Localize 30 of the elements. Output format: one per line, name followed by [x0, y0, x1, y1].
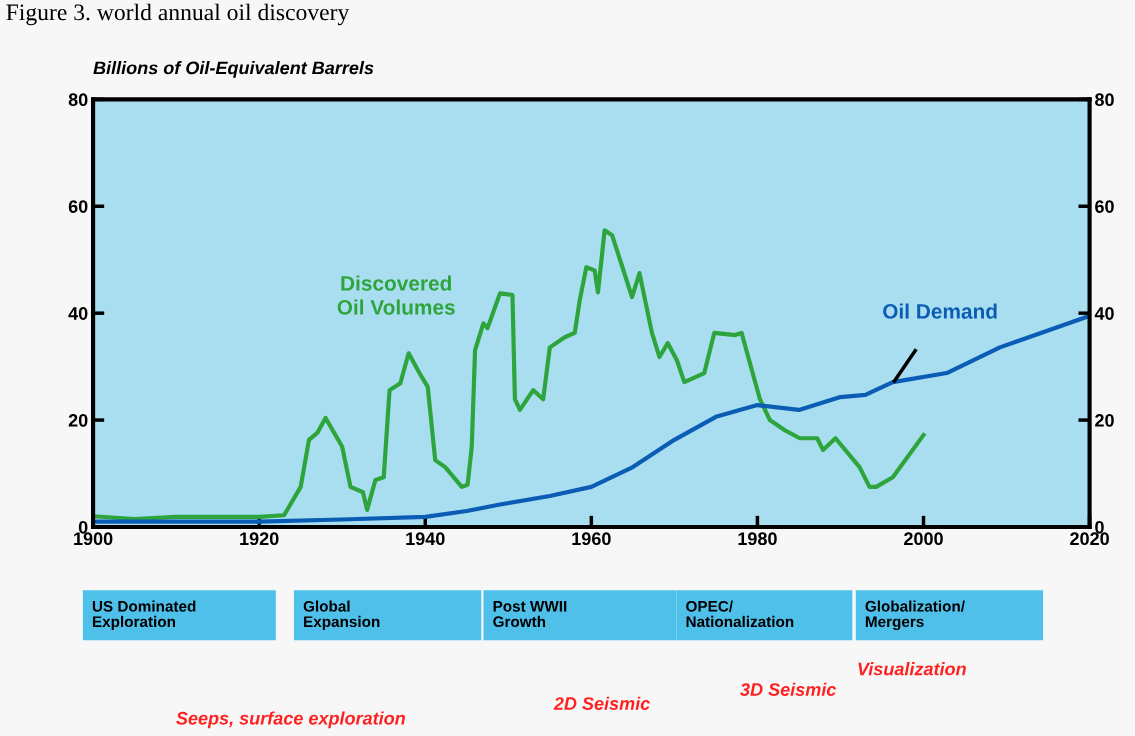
text: US Dominated Exploration [92, 600, 196, 631]
y2-tick-label: 60 [1095, 200, 1114, 213]
x-tick-label: 1900 [74, 532, 113, 546]
y2-tick-label: 40 [1094, 307, 1114, 320]
y-tick-label: 40 [68, 307, 88, 320]
chart-title: Figure 3. world annual oil discovery [6, 3, 350, 26]
text: Seeps, surface exploration [176, 711, 405, 729]
y2-tick-label: 20 [1095, 414, 1114, 427]
x-tick-label: 1980 [738, 532, 777, 546]
y-axis-title: Billions of Oil-Equivalent Barrels [93, 61, 374, 78]
series-label: Oil Demand [883, 303, 997, 319]
y-tick-label: 60 [68, 200, 88, 213]
y2-tick-label: 0 [1095, 520, 1104, 534]
y-tick-label: 0 [78, 520, 88, 534]
y2-tick-label: 80 [1095, 93, 1114, 107]
x-tick-label: 1920 [240, 532, 279, 546]
series-label: Discovered Oil Volumes [337, 275, 455, 315]
text: Globalization/ Mergers [865, 600, 965, 631]
text: Visualization [858, 662, 966, 676]
y-tick-label: 80 [68, 93, 88, 107]
x-tick-label: 2000 [904, 532, 943, 546]
y-tick-label: 20 [68, 414, 88, 427]
text: 2D Seismic [553, 696, 650, 710]
x-tick-label: 2020 [1070, 532, 1109, 546]
text: Post WWII Growth [493, 601, 567, 628]
text: 3D Seismic [740, 682, 837, 696]
text: OPEC/ Nationalization [686, 600, 794, 628]
x-tick-label: 1940 [406, 532, 445, 546]
x-tick-label: 1960 [572, 532, 611, 546]
text: Global Expansion [303, 600, 380, 631]
